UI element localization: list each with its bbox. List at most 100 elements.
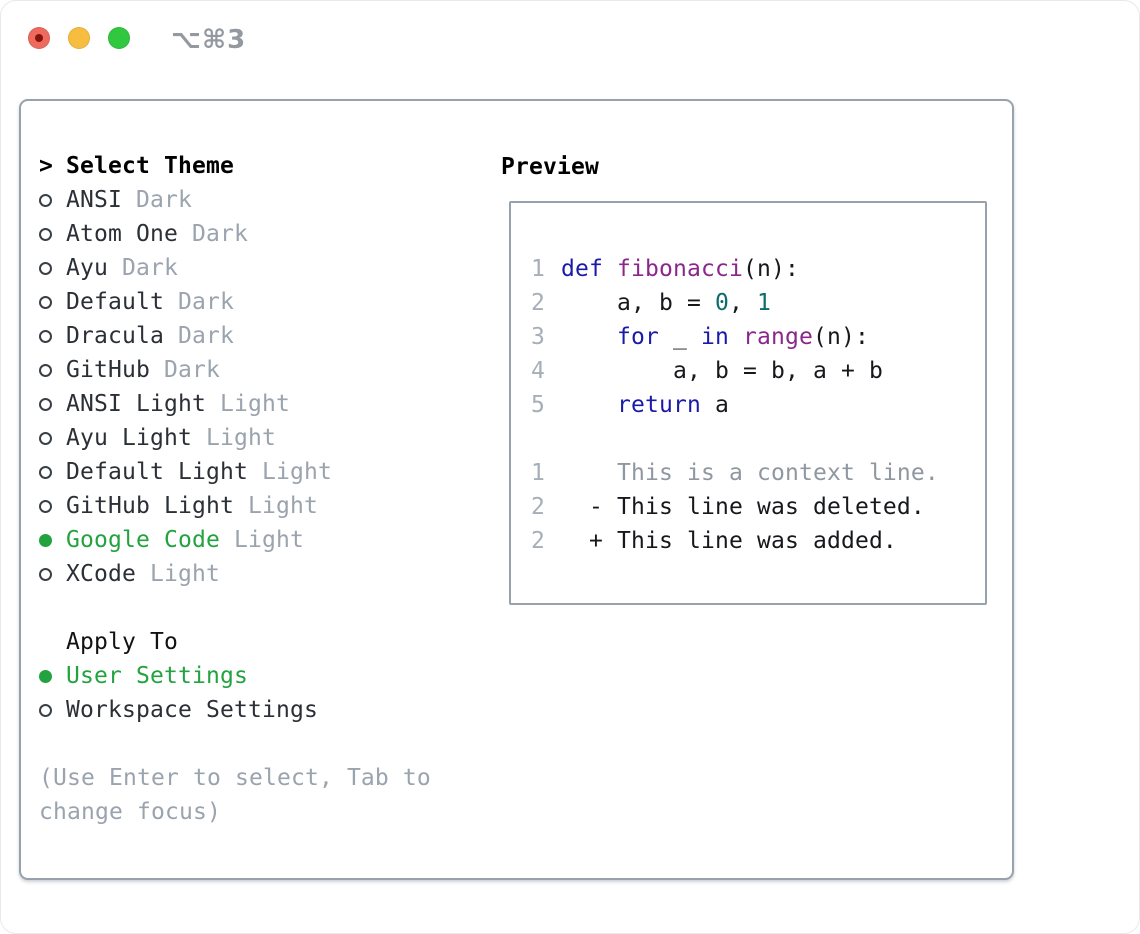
keyboard-hint-text: (Use Enter to select, Tab to change focu…	[39, 765, 431, 825]
window-title: ⌥⌘3	[171, 25, 247, 55]
token-number: 1	[756, 290, 771, 316]
radio-unselected-icon	[39, 567, 52, 581]
theme-option-github-light[interactable]: GitHub Light Light	[39, 489, 332, 523]
radio-unselected-icon	[39, 329, 52, 343]
token-keyword: for	[617, 324, 659, 350]
apply-target-option-user-settings[interactable]: User Settings	[39, 659, 318, 693]
radio-marker	[39, 557, 66, 591]
option-label: XCode Light	[66, 557, 220, 591]
token-plain: a, b =	[561, 290, 715, 316]
theme-variant-tag: Dark	[177, 289, 234, 315]
theme-option-ansi-light[interactable]: ANSI Light Light	[39, 387, 332, 421]
theme-variant-tag: Dark	[177, 323, 234, 349]
theme-option-google-code[interactable]: Google Code Light	[39, 523, 332, 557]
unsaved-changes-dot-icon	[35, 34, 43, 42]
line-number: 2	[531, 290, 545, 316]
radio-marker	[39, 659, 66, 693]
theme-variant-tag: Dark	[163, 357, 220, 383]
radio-unselected-icon	[39, 465, 52, 479]
close-button[interactable]	[28, 27, 50, 49]
radio-marker	[39, 251, 66, 285]
token-keyword: return	[617, 392, 701, 418]
theme-option-xcode[interactable]: XCode Light	[39, 557, 332, 591]
token-plain: a, b = b, a + b	[561, 358, 883, 384]
option-label: GitHub Dark	[66, 353, 220, 387]
theme-options: ANSI Dark Atom One Dark Ayu Dark Default Da…	[39, 183, 332, 591]
blank-line	[531, 422, 939, 456]
radio-unselected-icon	[39, 261, 52, 275]
line-number: 2	[531, 494, 545, 520]
radio-unselected-icon	[39, 499, 52, 513]
option-label: GitHub Light Light	[66, 489, 318, 523]
radio-unselected-icon	[39, 703, 52, 717]
theme-name: Ayu	[66, 255, 108, 281]
token-plain	[561, 392, 617, 418]
theme-variant-tag: Light	[219, 391, 290, 417]
radio-marker	[39, 183, 66, 217]
radio-selected-icon	[39, 669, 52, 683]
theme-list: > Select Theme ANSI Dark Atom One Dark Ayu…	[39, 149, 332, 591]
token-title: fibonacci	[617, 256, 743, 282]
theme-name: Google Code	[66, 527, 220, 553]
code-line: 5 return a	[531, 388, 939, 422]
preview-box	[509, 201, 987, 605]
theme-name: Default	[66, 289, 164, 315]
theme-option-ayu-light[interactable]: Ayu Light Light	[39, 421, 332, 455]
token-title: range	[743, 324, 813, 350]
theme-name: Dracula	[66, 323, 164, 349]
theme-option-atom-one[interactable]: Atom One Dark	[39, 217, 332, 251]
radio-unselected-icon	[39, 363, 52, 377]
apply-to-section: Apply To User Settings Workspace Settings	[39, 625, 318, 727]
radio-marker	[39, 421, 66, 455]
apply-to-options: User Settings Workspace Settings	[39, 659, 318, 727]
theme-option-ansi[interactable]: ANSI Dark	[39, 183, 332, 217]
theme-option-dracula[interactable]: Dracula Dark	[39, 319, 332, 353]
theme-list-header-row: > Select Theme	[39, 149, 332, 183]
line-number: 1	[531, 460, 545, 486]
option-label: ANSI Dark	[66, 183, 192, 217]
line-number: 4	[531, 358, 545, 384]
radio-marker	[39, 523, 66, 557]
theme-variant-tag: Light	[150, 561, 220, 587]
radio-unselected-icon	[39, 193, 52, 207]
apply-to-header-marker	[39, 625, 66, 659]
theme-name: Ayu Light	[66, 425, 192, 451]
radio-unselected-icon	[39, 431, 52, 445]
diff-line-added: 2 + This line was added.	[531, 524, 939, 558]
option-label: Atom One Dark	[66, 217, 248, 251]
theme-option-ayu[interactable]: Ayu Dark	[39, 251, 332, 285]
apply-target-name: User Settings	[66, 663, 248, 689]
token-plain: ,	[728, 290, 757, 316]
diff-deleted-text: - This line was deleted.	[561, 494, 925, 520]
theme-option-github[interactable]: GitHub Dark	[39, 353, 332, 387]
prompt-arrow-icon: >	[39, 153, 53, 179]
theme-variant-tag: Dark	[191, 221, 248, 247]
theme-name: GitHub Light	[66, 493, 234, 519]
token-plain: a	[700, 392, 729, 418]
minimize-button[interactable]	[68, 27, 90, 49]
line-number: 2	[531, 528, 545, 554]
radio-marker	[39, 455, 66, 489]
theme-option-default-light[interactable]: Default Light Light	[39, 455, 332, 489]
radio-marker	[39, 693, 66, 727]
option-label: ANSI Light Light	[66, 387, 290, 421]
radio-marker	[39, 285, 66, 319]
zoom-button[interactable]	[108, 27, 130, 49]
titlebar: ⌥⌘3	[1, 1, 1139, 73]
theme-option-default[interactable]: Default Dark	[39, 285, 332, 319]
token-plain: (n):	[742, 256, 799, 282]
theme-name: Default Light	[66, 459, 248, 485]
apply-target-option-workspace-settings[interactable]: Workspace Settings	[39, 693, 318, 727]
token-keyword: in	[701, 324, 729, 350]
theme-list-title: Select Theme	[66, 153, 234, 179]
token-plain	[561, 324, 617, 350]
radio-marker	[39, 387, 66, 421]
apply-to-header-row: Apply To	[39, 625, 318, 659]
diff-line-context: 1 This is a context line.	[531, 456, 939, 490]
radio-unselected-icon	[39, 227, 52, 241]
token-keyword: def	[561, 256, 603, 282]
radio-unselected-icon	[39, 295, 52, 309]
preview-title: Preview	[501, 154, 599, 180]
